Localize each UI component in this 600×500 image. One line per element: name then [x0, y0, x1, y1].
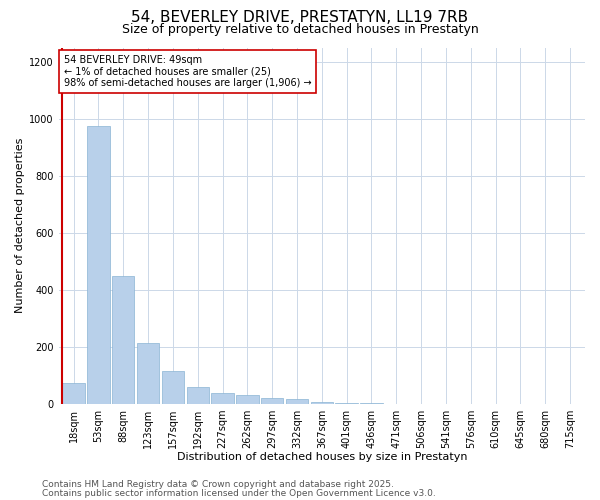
Text: 54 BEVERLEY DRIVE: 49sqm
← 1% of detached houses are smaller (25)
98% of semi-de: 54 BEVERLEY DRIVE: 49sqm ← 1% of detache… [64, 54, 311, 88]
Bar [187, 387, 209, 404]
Bar [161, 371, 184, 404]
Bar [112, 276, 134, 404]
Text: 54, BEVERLEY DRIVE, PRESTATYN, LL19 7RB: 54, BEVERLEY DRIVE, PRESTATYN, LL19 7RB [131, 10, 469, 25]
Bar [261, 398, 283, 404]
Text: Size of property relative to detached houses in Prestatyn: Size of property relative to detached ho… [122, 22, 478, 36]
Text: Contains HM Land Registry data © Crown copyright and database right 2025.: Contains HM Land Registry data © Crown c… [42, 480, 394, 489]
Bar [137, 342, 159, 404]
Bar [286, 399, 308, 404]
Bar [211, 392, 233, 404]
X-axis label: Distribution of detached houses by size in Prestatyn: Distribution of detached houses by size … [176, 452, 467, 462]
Bar [236, 396, 259, 404]
Text: Contains public sector information licensed under the Open Government Licence v3: Contains public sector information licen… [42, 489, 436, 498]
Bar [335, 402, 358, 404]
Bar [311, 402, 333, 404]
Bar [62, 382, 85, 404]
Y-axis label: Number of detached properties: Number of detached properties [15, 138, 25, 314]
Bar [87, 126, 110, 404]
